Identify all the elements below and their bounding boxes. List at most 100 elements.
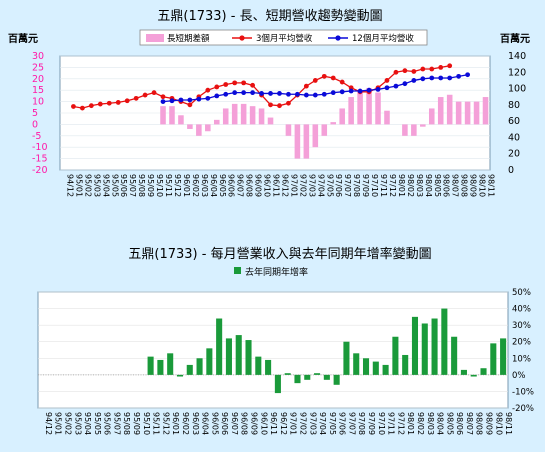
chart2-x-tick-label: 96/02 — [181, 412, 190, 435]
chart2-bar — [392, 336, 399, 375]
chart1-point — [384, 78, 390, 83]
legend-ma3-marker — [239, 35, 245, 41]
chart1-x-tick-label: 97/09 — [361, 174, 370, 197]
chart1-point — [411, 69, 417, 74]
chart1-point — [205, 87, 211, 93]
chart1-left-tick-label: 30 — [32, 51, 44, 62]
chart1-x-tick-label: 95/11 — [164, 174, 173, 197]
chart2-x-tick-label: 97/12 — [396, 412, 405, 435]
chart1-point — [303, 92, 309, 98]
chart1-point — [71, 104, 76, 109]
legend-item-diff: 長短期差額 — [167, 33, 210, 44]
chart2-x-tick-label: 96/10 — [259, 412, 268, 435]
chart2-bar — [343, 341, 350, 375]
legend-bar-swatch — [146, 34, 164, 42]
chart2-bar — [470, 374, 477, 377]
chart1-right-tick-label: 140 — [508, 51, 526, 62]
chart1-point — [214, 84, 220, 90]
chart2-x-tick-label: 98/05 — [445, 412, 454, 435]
chart2-x-tick-label: 98/09 — [485, 412, 494, 435]
chart1-bar — [375, 92, 381, 125]
chart1-bars — [160, 87, 489, 159]
chart1-right-tick-label: 20 — [508, 149, 520, 160]
chart1-left-tick-label: 5 — [32, 108, 38, 119]
chart1-point — [277, 103, 282, 109]
legend-growth-swatch — [234, 267, 241, 274]
chart1-x-tick-label: 95/03 — [92, 174, 101, 197]
chart2-bar — [265, 359, 272, 375]
chart1-left-tick-label: 0 — [32, 119, 38, 130]
chart2-bar — [157, 359, 164, 375]
chart2-x-tick-label: 97/10 — [377, 412, 386, 435]
chart2-bar — [304, 374, 311, 380]
chart1-bar — [428, 108, 435, 125]
chart2-x-tick-label: 97/02 — [298, 412, 307, 435]
chart2-bar — [284, 373, 291, 375]
chart2-x-tick-label: 98/11 — [504, 412, 513, 435]
chart1-bar — [446, 94, 453, 125]
chart1-left-tick-label: -10 — [32, 142, 48, 153]
chart2-right-tick-label: 30% — [512, 321, 531, 331]
chart2-bar — [431, 318, 438, 375]
chart1-bar — [437, 97, 444, 125]
chart1-bar — [455, 101, 462, 125]
chart1-point — [250, 90, 256, 96]
chart1-point — [339, 79, 345, 85]
chart2-right-tick-label: 40% — [512, 305, 531, 315]
chart1-point — [142, 92, 148, 98]
chart1-point — [241, 90, 247, 96]
chart1-x-tick-label: 97/11 — [379, 174, 388, 197]
legend-item-ma3: 3個月平均營收 — [256, 33, 313, 44]
chart1-left-tick-label: -20 — [32, 165, 48, 176]
chart1-point — [223, 82, 229, 87]
chart2-bar — [411, 316, 419, 375]
chart2-title: 五鼎(1733) - 每月營業收入與去年同期年增率變動圖 — [128, 246, 431, 262]
chart2-x-tick-label: 96/11 — [269, 412, 278, 435]
chart1-point — [312, 92, 318, 98]
chart1-point — [312, 78, 318, 83]
chart2-bar — [225, 338, 232, 375]
chart1-point — [294, 91, 300, 97]
chart1-point — [330, 75, 336, 81]
chart2-x-tick-label: 95/09 — [132, 412, 141, 435]
chart1-bar — [196, 124, 202, 136]
chart2-x-tick-label: 96/01 — [171, 412, 180, 435]
chart1-point — [79, 105, 85, 111]
chart1-x-tick-label: 95/01 — [74, 174, 83, 197]
chart2-bar — [353, 353, 360, 375]
chart2-bar — [147, 356, 154, 375]
chart1-point — [438, 75, 444, 81]
chart1-x-tick-label: 96/05 — [218, 174, 227, 197]
chart2-x-tick-label: 97/06 — [338, 412, 347, 435]
chart1-bar — [205, 124, 211, 132]
chart2-bar — [451, 336, 458, 375]
chart1-x-tick-label: 98/11 — [487, 174, 496, 197]
chart1-x-tick-label: 97/05 — [325, 174, 334, 197]
chart2-bar — [402, 354, 409, 375]
chart1-x-tick-label: 96/11 — [272, 174, 281, 197]
chart1-legend: 長短期差額 3個月平均營收 12個月平均營收 — [139, 29, 428, 46]
chart1-bar — [169, 106, 175, 125]
chart1-bar — [231, 103, 238, 125]
chart1-bar — [187, 124, 193, 129]
chart1-bar — [213, 119, 220, 125]
chart1-point — [411, 78, 417, 83]
chart1-point — [214, 93, 220, 99]
chart1-bar — [312, 124, 319, 148]
chart1-point — [97, 101, 103, 107]
chart1-point — [115, 100, 121, 105]
chart1-point — [456, 73, 462, 79]
chart1-point — [232, 90, 238, 96]
chart1-bar — [285, 124, 292, 136]
chart1-x-tick-label: 96/04 — [209, 174, 218, 197]
chart2-bar — [255, 356, 262, 375]
chart2-right-tick-label: 50% — [512, 288, 531, 298]
chart1-bar — [420, 124, 426, 127]
chart1-point — [402, 81, 408, 87]
chart1-point — [286, 100, 291, 106]
chart1-point — [303, 83, 309, 89]
chart2-x-tick-label: 96/08 — [240, 412, 249, 435]
chart2-right-tick-label: -10% — [512, 387, 534, 397]
